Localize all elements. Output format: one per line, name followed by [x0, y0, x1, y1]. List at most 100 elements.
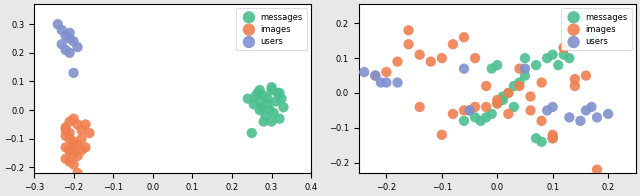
images — [370, 74, 380, 77]
users — [592, 116, 602, 119]
messages — [264, 109, 275, 112]
messages — [262, 97, 273, 100]
images — [481, 84, 492, 88]
messages — [248, 103, 259, 106]
users — [56, 43, 67, 46]
users — [359, 71, 369, 74]
users — [370, 74, 380, 77]
messages — [251, 94, 261, 97]
images — [503, 91, 513, 94]
Legend: messages, images, users: messages, images, users — [561, 8, 632, 50]
images — [525, 95, 536, 98]
images — [72, 154, 83, 158]
users — [603, 112, 613, 115]
images — [559, 46, 569, 49]
messages — [531, 137, 541, 140]
messages — [257, 106, 267, 109]
images — [403, 29, 413, 32]
images — [536, 81, 547, 84]
messages — [575, 15, 586, 18]
users — [459, 67, 469, 70]
messages — [243, 97, 253, 100]
users — [52, 23, 63, 26]
images — [548, 137, 558, 140]
users — [575, 119, 586, 122]
messages — [492, 102, 502, 105]
images — [72, 123, 83, 126]
messages — [266, 120, 276, 123]
images — [525, 109, 536, 112]
messages — [255, 109, 265, 112]
messages — [268, 111, 278, 114]
images — [515, 84, 525, 88]
messages — [259, 120, 269, 123]
users — [465, 109, 475, 112]
images — [436, 57, 447, 60]
messages — [548, 137, 558, 140]
users — [542, 109, 552, 112]
users — [392, 81, 403, 84]
users — [65, 37, 75, 40]
messages — [271, 100, 281, 103]
images — [592, 168, 602, 171]
images — [559, 46, 569, 49]
images — [492, 98, 502, 102]
images — [65, 160, 75, 163]
messages — [260, 114, 271, 117]
users — [68, 71, 79, 74]
images — [426, 60, 436, 63]
images — [570, 84, 580, 88]
images — [65, 132, 75, 135]
messages — [476, 119, 486, 122]
messages — [498, 95, 508, 98]
images — [470, 57, 480, 60]
users — [520, 67, 530, 70]
messages — [548, 53, 558, 56]
messages — [531, 64, 541, 67]
images — [436, 133, 447, 136]
users — [65, 31, 75, 34]
images — [81, 123, 91, 126]
images — [492, 102, 502, 105]
images — [68, 163, 79, 166]
users — [65, 51, 75, 54]
images — [68, 117, 79, 120]
messages — [266, 89, 276, 92]
images — [581, 74, 591, 77]
messages — [542, 57, 552, 60]
messages — [553, 64, 563, 67]
messages — [520, 57, 530, 60]
users — [381, 81, 392, 84]
images — [65, 149, 75, 152]
users — [548, 105, 558, 109]
messages — [266, 86, 276, 89]
messages — [486, 112, 497, 115]
images — [61, 126, 71, 129]
images — [84, 132, 95, 135]
images — [515, 67, 525, 70]
users — [56, 28, 67, 32]
users — [564, 116, 575, 119]
images — [65, 120, 75, 123]
images — [76, 149, 86, 152]
users — [61, 48, 71, 52]
messages — [586, 36, 596, 39]
images — [76, 129, 86, 132]
messages — [255, 100, 265, 103]
messages — [515, 81, 525, 84]
images — [448, 43, 458, 46]
images — [381, 71, 392, 74]
images — [548, 133, 558, 136]
messages — [246, 132, 257, 135]
messages — [465, 109, 475, 112]
images — [392, 60, 403, 63]
messages — [275, 117, 285, 120]
images — [481, 105, 492, 109]
images — [81, 146, 91, 149]
users — [61, 34, 71, 37]
users — [72, 45, 83, 49]
images — [68, 152, 79, 155]
messages — [559, 53, 569, 56]
images — [403, 43, 413, 46]
messages — [255, 89, 265, 92]
